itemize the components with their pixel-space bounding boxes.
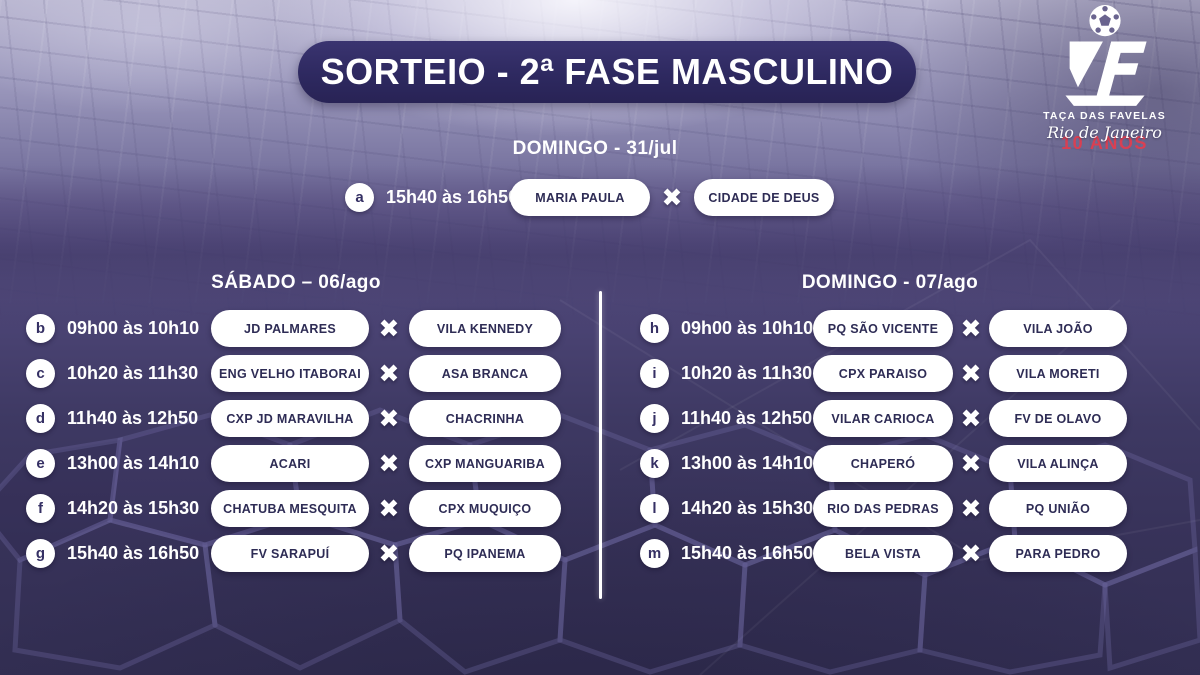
match-time-label: 10h20 às 11h30 — [67, 363, 199, 383]
match-row: b 09h00 às 10h10 JD PALMARES ✖ VILA KENNEDY — [26, 310, 566, 347]
away-team-pill: VILA KENNEDY — [409, 310, 561, 347]
match-letter-badge: h — [640, 314, 669, 343]
match-letter-badge: f — [26, 494, 55, 523]
match-time-label: 15h40 às 16h50 — [386, 187, 519, 207]
column-divider — [599, 291, 602, 599]
versus-x-icon: ✖ — [960, 404, 982, 433]
away-team-pill: VILA JOÃO — [989, 310, 1127, 347]
versus-x-icon: ✖ — [378, 359, 400, 388]
versus-x-icon: ✖ — [378, 314, 400, 343]
section-sunday-31jul: DOMINGO - 31/jul a 15h40 às 16h50 MARIA PA… — [345, 138, 845, 224]
away-team-pill: PARA PEDRO — [989, 535, 1127, 572]
match-time-label: 11h40 às 12h50 — [67, 408, 199, 428]
versus-x-icon: ✖ — [960, 539, 982, 568]
match-letter-badge: k — [640, 449, 669, 478]
home-team-pill: MARIA PAULA — [510, 179, 650, 216]
away-team-pill: PQ UNIÃO — [989, 490, 1127, 527]
versus-x-icon: ✖ — [378, 404, 400, 433]
home-team-pill: RIO DAS PEDRAS — [813, 490, 953, 527]
match-letter-badge: i — [640, 359, 669, 388]
match-letter-badge: b — [26, 314, 55, 343]
match-time-label: 14h20 às 15h30 — [67, 498, 200, 518]
away-team-pill: FV DE OLAVO — [989, 400, 1127, 437]
tf-soccer-ball-logo-icon — [1064, 5, 1147, 106]
section-heading: SÁBADO – 06/ago — [211, 272, 381, 293]
title-banner: SORTEIO - 2ª FASE MASCULINO — [298, 41, 916, 103]
logo-wordmark: TAÇA DAS FAVELAS — [1043, 110, 1166, 122]
home-team-pill: VILAR CARIOCA — [813, 400, 953, 437]
page-title: SORTEIO - 2ª FASE MASCULINO — [320, 51, 894, 92]
versus-x-icon: ✖ — [960, 494, 982, 523]
match-time-label: 09h00 às 10h10 — [67, 318, 200, 338]
match-row: d 11h40 às 12h50 CXP JD MARAVILHA ✖ CHACRINH… — [26, 400, 566, 437]
versus-x-icon: ✖ — [378, 539, 400, 568]
home-team-pill: CPX PARAISO — [813, 355, 953, 392]
match-row: i 10h20 às 11h30 CPX PARAISO ✖ VILA MORETI — [640, 355, 1140, 392]
match-row: m 15h40 às 16h50 BELA VISTA ✖ PARA PEDRO — [640, 535, 1140, 572]
home-team-pill: JD PALMARES — [211, 310, 369, 347]
match-row: e 13h00 às 14h10 ACARI ✖ CXP MANGUARIBA — [26, 445, 566, 482]
match-row: g 15h40 às 16h50 FV SARAPUÍ ✖ PQ IPANEMA — [26, 535, 566, 572]
section-heading: DOMINGO - 31/jul — [512, 138, 678, 159]
match-row: k 13h00 às 14h10 CHAPERÓ ✖ VILA ALINÇA — [640, 445, 1140, 482]
section-sunday-07ago: DOMINGO - 07/ago h 09h00 às 10h10 PQ SÃO V… — [640, 272, 1140, 580]
home-team-pill: CHATUBA MESQUITA — [211, 490, 369, 527]
away-team-pill: VILA MORETI — [989, 355, 1127, 392]
versus-x-icon: ✖ — [960, 359, 982, 388]
match-letter-badge: l — [640, 494, 669, 523]
away-team-pill: CIDADE DE DEUS — [694, 179, 834, 216]
versus-x-icon: ✖ — [960, 449, 982, 478]
match-time-label: 11h40 às 12h50 — [681, 408, 813, 428]
taca-das-favelas-logo: TAÇA DAS FAVELAS Rio de Janeiro 10 ANOS — [1032, 4, 1177, 154]
home-team-pill: CHAPERÓ — [813, 445, 953, 482]
match-time-label: 15h40 às 16h50 — [681, 543, 814, 563]
match-letter-badge: d — [26, 404, 55, 433]
away-team-pill: PQ IPANEMA — [409, 535, 561, 572]
match-row: h 09h00 às 10h10 PQ SÃO VICENTE ✖ VILA JOÃO — [640, 310, 1140, 347]
away-team-pill: CXP MANGUARIBA — [409, 445, 561, 482]
match-row: j 11h40 às 12h50 VILAR CARIOCA ✖ FV DE OLAVO — [640, 400, 1140, 437]
match-time-label: 10h20 às 11h30 — [681, 363, 813, 383]
versus-x-icon: ✖ — [378, 449, 400, 478]
match-time-label: 09h00 às 10h10 — [681, 318, 814, 338]
versus-x-icon: ✖ — [661, 183, 683, 212]
match-time-label: 13h00 às 14h10 — [681, 453, 814, 473]
match-row: f 14h20 às 15h30 CHATUBA MESQUITA ✖ CPX MUQU… — [26, 490, 566, 527]
match-letter-badge: c — [26, 359, 55, 388]
match-letter-badge: a — [345, 183, 374, 212]
section-heading: DOMINGO - 07/ago — [801, 272, 979, 293]
match-letter-badge: e — [26, 449, 55, 478]
match-row: c 10h20 às 11h30 ENG VELHO ITABORAI ✖ ASA BR… — [26, 355, 566, 392]
home-team-pill: BELA VISTA — [813, 535, 953, 572]
away-team-pill: VILA ALINÇA — [989, 445, 1127, 482]
home-team-pill: ACARI — [211, 445, 369, 482]
match-time-label: 15h40 às 16h50 — [67, 543, 200, 563]
away-team-pill: ASA BRANCA — [409, 355, 561, 392]
match-letter-badge: g — [26, 539, 55, 568]
logo-region-script: Rio de Janeiro — [1047, 123, 1162, 142]
away-team-pill: CPX MUQUIÇO — [409, 490, 561, 527]
home-team-pill: FV SARAPUÍ — [211, 535, 369, 572]
match-row: a 15h40 às 16h50 MARIA PAULA ✖ CIDADE DE DEU… — [345, 179, 845, 216]
match-time-label: 14h20 às 15h30 — [681, 498, 814, 518]
section-saturday-06ago: SÁBADO – 06/ago b 09h00 às 10h10 JD PALMAR… — [26, 272, 566, 580]
home-team-pill: PQ SÃO VICENTE — [813, 310, 953, 347]
match-row: l 14h20 às 15h30 RIO DAS PEDRAS ✖ PQ UNIÃO — [640, 490, 1140, 527]
match-time-label: 13h00 às 14h10 — [67, 453, 200, 473]
versus-x-icon: ✖ — [378, 494, 400, 523]
match-letter-badge: j — [640, 404, 669, 433]
home-team-pill: CXP JD MARAVILHA — [211, 400, 369, 437]
match-letter-badge: m — [640, 539, 669, 568]
versus-x-icon: ✖ — [960, 314, 982, 343]
away-team-pill: CHACRINHA — [409, 400, 561, 437]
home-team-pill: ENG VELHO ITABORAI — [211, 355, 369, 392]
